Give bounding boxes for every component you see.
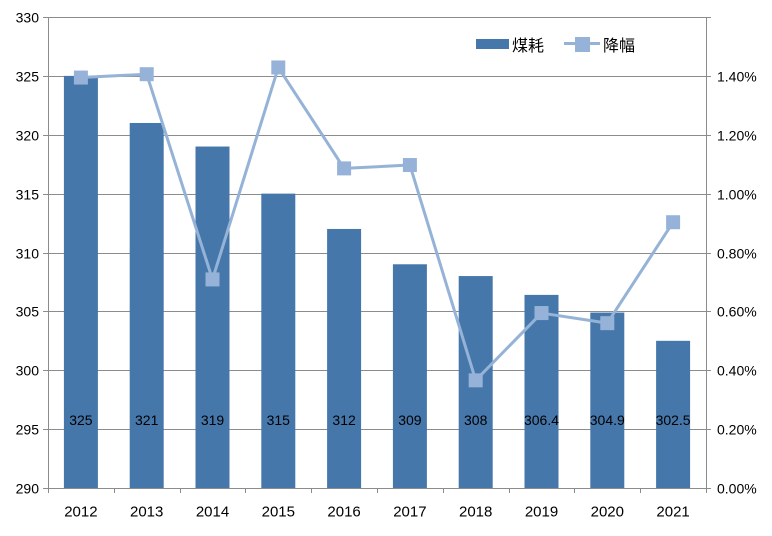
x-axis-tick-label: 2014: [196, 503, 229, 520]
bar-value-label: 302.5: [656, 412, 691, 428]
y-axis-left-tick-label: 330: [16, 9, 40, 25]
x-axis-tick-label: 2020: [591, 503, 624, 520]
line-marker-icon: [575, 37, 591, 52]
line-marker-2016[interactable]: [337, 161, 352, 176]
y-axis-left-tick-label: 295: [16, 421, 40, 437]
y-axis-left-tick-label: 300: [16, 362, 40, 378]
bar-value-label: 325: [69, 412, 93, 428]
y-axis-right-tick-label: 0.80%: [717, 245, 757, 261]
bar-series-swatch-icon: [476, 39, 509, 49]
line-marker-2015[interactable]: [271, 60, 286, 75]
x-axis-tick-label: 2012: [64, 503, 97, 520]
x-axis-tick-label: 2018: [459, 503, 492, 520]
y-axis-left-tick-label: 290: [16, 480, 40, 496]
legend-label-decline: 降幅: [603, 38, 636, 55]
bar-2014[interactable]: [195, 146, 230, 488]
x-axis-tick-label: 2016: [327, 503, 360, 520]
decline-line: [79, 65, 675, 382]
bar-2019[interactable]: [524, 294, 559, 488]
y-axis-left-tick-label: 325: [16, 68, 40, 84]
y-axis-right-tick-label: 0.40%: [717, 362, 757, 378]
bar-2013[interactable]: [129, 122, 164, 488]
y-axis-left-tick-label: 320: [16, 127, 40, 143]
bar-2015[interactable]: [261, 193, 296, 488]
line-marker-2017[interactable]: [402, 158, 417, 173]
bar-value-label: 304.9: [590, 412, 625, 428]
line-marker-2019[interactable]: [534, 306, 549, 321]
bar-2021[interactable]: [656, 340, 691, 488]
y-axis-left-tick-label: 305: [16, 303, 40, 319]
legend-label-coal: 煤耗: [512, 38, 545, 55]
bar-2020[interactable]: [590, 312, 625, 488]
line-marker-2018[interactable]: [468, 373, 483, 388]
y-axis-right-tick-label: 0.20%: [717, 421, 757, 437]
line-marker-2021[interactable]: [666, 215, 681, 230]
y-axis-right-tick-label: 0.00%: [717, 480, 757, 496]
line-marker-2012[interactable]: [73, 70, 88, 85]
y-axis-right-tick-label: 1.40%: [717, 68, 757, 84]
y-axis-right-tick-label: 0.60%: [717, 303, 757, 319]
x-axis-tick-label: 2013: [130, 503, 163, 520]
y-axis-left-tick-label: 310: [16, 245, 40, 261]
y-axis-left-tick-label: 315: [16, 186, 40, 202]
line-series-swatch-icon: [564, 37, 601, 52]
x-axis-tick-label: 2021: [656, 503, 689, 520]
bar-2017[interactable]: [392, 264, 427, 488]
bar-value-label: 312: [332, 412, 356, 428]
line-marker-2020[interactable]: [600, 316, 615, 331]
line-marker-2014[interactable]: [205, 272, 220, 287]
y-axis-right-tick-label: 1.20%: [717, 127, 757, 143]
bar-value-label: 315: [267, 412, 291, 428]
legend-item-decline[interactable]: 降幅: [564, 32, 635, 56]
bar-value-label: 309: [398, 412, 422, 428]
x-axis-tick-label: 2017: [393, 503, 426, 520]
chart-legend: 煤耗 降幅: [476, 32, 635, 56]
y-axis-right-tick-label: 1.00%: [717, 186, 757, 202]
bar-value-label: 321: [135, 412, 159, 428]
bar-2016[interactable]: [327, 228, 362, 488]
bar-value-label: 319: [201, 412, 225, 428]
x-axis-tick-label: 2015: [262, 503, 295, 520]
legend-item-coal[interactable]: 煤耗: [476, 32, 544, 56]
bar-value-label: 308: [464, 412, 488, 428]
x-axis-tick-label: 2019: [525, 503, 558, 520]
line-marker-2013[interactable]: [139, 67, 154, 82]
bar-2012[interactable]: [63, 75, 98, 488]
bar-value-label: 306.4: [524, 412, 559, 428]
